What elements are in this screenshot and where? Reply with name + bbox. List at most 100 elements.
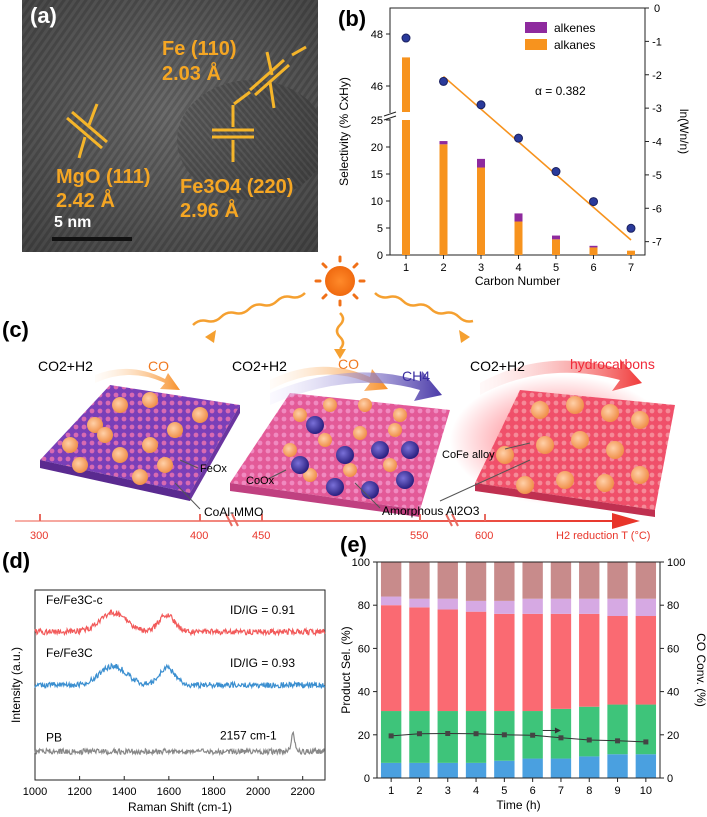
bar-alkanes [477, 167, 485, 255]
label-coal-mmo: CoAl-MMO [204, 505, 264, 519]
legend-label-alkanes: alkanes [554, 38, 595, 52]
y2-axis-title: CO Conv. (%) [694, 633, 707, 707]
particle-blue [361, 481, 379, 499]
peak-label: 2157 cm-1 [220, 729, 277, 743]
conversion-point [388, 733, 394, 739]
axis-break-mark [383, 111, 397, 117]
mgo-spacing: 2.42 Å [56, 190, 115, 212]
particle-orange [167, 422, 183, 438]
bar-segment-mauve [635, 562, 657, 599]
scale-bar-label: 5 nm [54, 214, 92, 231]
y-tick-label: 5 [377, 223, 383, 235]
particle-orange [323, 398, 337, 412]
bar-segment-lavender [635, 598, 657, 616]
light-rays [192, 292, 474, 359]
asf-point [551, 167, 561, 177]
particle-orange [571, 431, 589, 449]
particle-orange [87, 417, 103, 433]
bar-segment-mauve [409, 562, 430, 599]
conversion-point [530, 732, 536, 738]
bar-segment-blue [550, 758, 572, 778]
x-tick-label: 6 [590, 262, 596, 274]
bar-segment-lavender [522, 598, 543, 614]
bar-segment-mauve [380, 562, 402, 597]
particle-orange [566, 396, 584, 414]
y-tick-label: 60 [358, 643, 370, 655]
particle-orange [97, 427, 113, 443]
asf-point [401, 33, 411, 43]
spectrum-Fe/Fe3C [34, 662, 326, 690]
y-tick-label: 80 [358, 600, 370, 612]
temperature-axis [15, 520, 615, 522]
y2-tick-label: -3 [652, 103, 662, 115]
plot-frame [34, 589, 326, 781]
bar-segment-blue [465, 762, 487, 778]
bar-segment-blue [579, 756, 600, 778]
conversion-point [558, 735, 564, 741]
x-tick-label: 10 [640, 785, 652, 797]
arrow-co-1 [95, 368, 180, 390]
x-tick-label: 1400 [112, 786, 136, 798]
chart-d: (d) 1000 1200 1400 1600 1800 2000 2200 Raman Shi… [2, 548, 326, 814]
conversion-point [501, 732, 507, 738]
bar-segment-red [409, 607, 430, 712]
particle-blue [306, 416, 324, 434]
conversion-line [391, 732, 646, 743]
arrow-ch4 [270, 371, 442, 405]
particle-orange [556, 471, 574, 489]
conversion-arrowhead [554, 727, 561, 734]
schematic [15, 255, 675, 529]
legend-swatch-alkenes [525, 22, 547, 33]
axis-break-mark [383, 115, 397, 121]
x-tick-label: 4 [515, 262, 521, 274]
x-tick-label: 7 [628, 262, 634, 274]
panel-d-label: (d) [2, 548, 30, 573]
particle-orange [601, 404, 619, 422]
x-tick-label: 1 [403, 262, 409, 274]
y2-tick-label: -7 [652, 237, 662, 249]
particle-orange [631, 466, 649, 484]
bar-alkenes [477, 158, 485, 168]
bar-segment-red [494, 613, 515, 712]
t-tick-550: 550 [410, 530, 429, 542]
y-tick-label: 20 [371, 142, 383, 154]
particle-orange [112, 397, 128, 413]
y-tick-label: 48 [371, 29, 383, 41]
bar-segment-mauve [437, 562, 458, 599]
bar-segment-blue [635, 754, 657, 778]
mgo-label: MgO (111) [56, 166, 151, 188]
asf-point [589, 197, 598, 207]
panel-e-label: (e) [340, 532, 367, 557]
bar-segment-green [409, 711, 430, 763]
t-tick-300: 300 [30, 530, 49, 542]
particle-blue [291, 456, 309, 474]
panel-c-label: (c) [2, 317, 29, 342]
bar-segment-mauve [465, 562, 487, 601]
x-tick-label: 2200 [290, 786, 314, 798]
bar-segment-red [635, 616, 657, 705]
particle-orange [303, 468, 317, 482]
x-tick-label: 5 [553, 262, 559, 274]
feed-2: CO2+H2 [232, 358, 287, 374]
surface-coal-mmo [40, 385, 240, 493]
alpha-annotation: α = 0.382 [535, 84, 586, 98]
particle-blue [371, 441, 389, 459]
fe3o4-label: Fe3O4 (220) [180, 176, 294, 198]
y-tick-label: 46 [371, 81, 383, 93]
particle-orange [72, 457, 88, 473]
x-axis-title: Raman Shift (cm-1) [128, 800, 232, 814]
product-co-1: CO [148, 358, 169, 374]
bar-alkenes [552, 235, 560, 240]
particle-blue [336, 446, 354, 464]
x-tick-label: 3 [478, 262, 484, 274]
bar-segment-blue [437, 762, 458, 778]
bar-segment-blue [522, 758, 543, 778]
fe110-label: Fe (110) [162, 38, 237, 60]
bar-segment-lavender [550, 598, 572, 614]
series-label: PB [46, 731, 62, 745]
ratio-label: ID/IG = 0.91 [230, 603, 295, 617]
plot-frame [376, 561, 661, 779]
asf-point [439, 76, 448, 86]
y-tick-label: 100 [352, 557, 370, 569]
